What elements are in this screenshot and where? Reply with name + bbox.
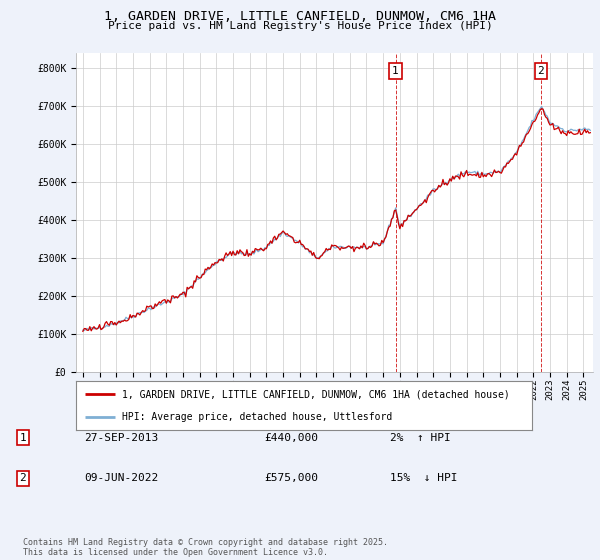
Text: 15%  ↓ HPI: 15% ↓ HPI [390, 473, 458, 483]
Text: 2: 2 [19, 473, 26, 483]
Text: 2%  ↑ HPI: 2% ↑ HPI [390, 433, 451, 443]
Text: HPI: Average price, detached house, Uttlesford: HPI: Average price, detached house, Uttl… [122, 412, 392, 422]
Text: Price paid vs. HM Land Registry's House Price Index (HPI): Price paid vs. HM Land Registry's House … [107, 21, 493, 31]
Text: 27-SEP-2013: 27-SEP-2013 [84, 433, 158, 443]
Text: Contains HM Land Registry data © Crown copyright and database right 2025.
This d: Contains HM Land Registry data © Crown c… [23, 538, 388, 557]
Text: 1: 1 [392, 66, 399, 76]
Text: 1, GARDEN DRIVE, LITTLE CANFIELD, DUNMOW, CM6 1HA: 1, GARDEN DRIVE, LITTLE CANFIELD, DUNMOW… [104, 10, 496, 23]
Text: 1, GARDEN DRIVE, LITTLE CANFIELD, DUNMOW, CM6 1HA (detached house): 1, GARDEN DRIVE, LITTLE CANFIELD, DUNMOW… [122, 389, 509, 399]
Text: 2: 2 [538, 66, 544, 76]
Text: 09-JUN-2022: 09-JUN-2022 [84, 473, 158, 483]
Text: £575,000: £575,000 [264, 473, 318, 483]
Text: 1: 1 [19, 433, 26, 443]
Text: £440,000: £440,000 [264, 433, 318, 443]
